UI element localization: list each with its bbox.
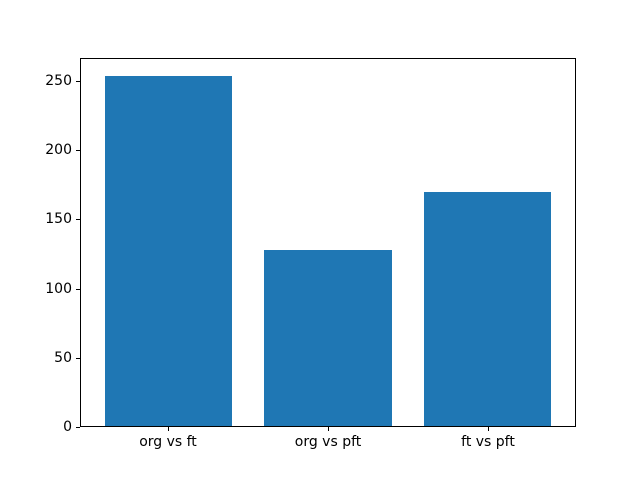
y-tick-label: 0 [63,419,72,435]
y-tick-label: 250 [45,73,72,89]
y-tick-mark [76,427,80,428]
plot-area [80,58,576,427]
y-tick-label: 150 [45,211,72,227]
x-tick-mark [328,427,329,431]
x-tick-mark [168,427,169,431]
x-tick-mark [488,427,489,431]
y-tick-mark [76,81,80,82]
x-tick-label: org vs pft [294,434,362,450]
y-tick-label: 100 [45,281,72,297]
x-tick-label: org vs ft [139,434,197,450]
bar-org-vs-pft [264,249,392,426]
y-tick-mark [76,150,80,151]
y-tick-mark [76,358,80,359]
y-tick-label: 50 [54,350,72,366]
y-tick-label: 200 [45,142,72,158]
bar-org-vs-ft [104,76,233,426]
y-tick-mark [76,289,80,290]
x-tick-label: ft vs pft [461,434,515,450]
bar-ft-vs-pft [423,192,552,426]
y-tick-mark [76,219,80,220]
